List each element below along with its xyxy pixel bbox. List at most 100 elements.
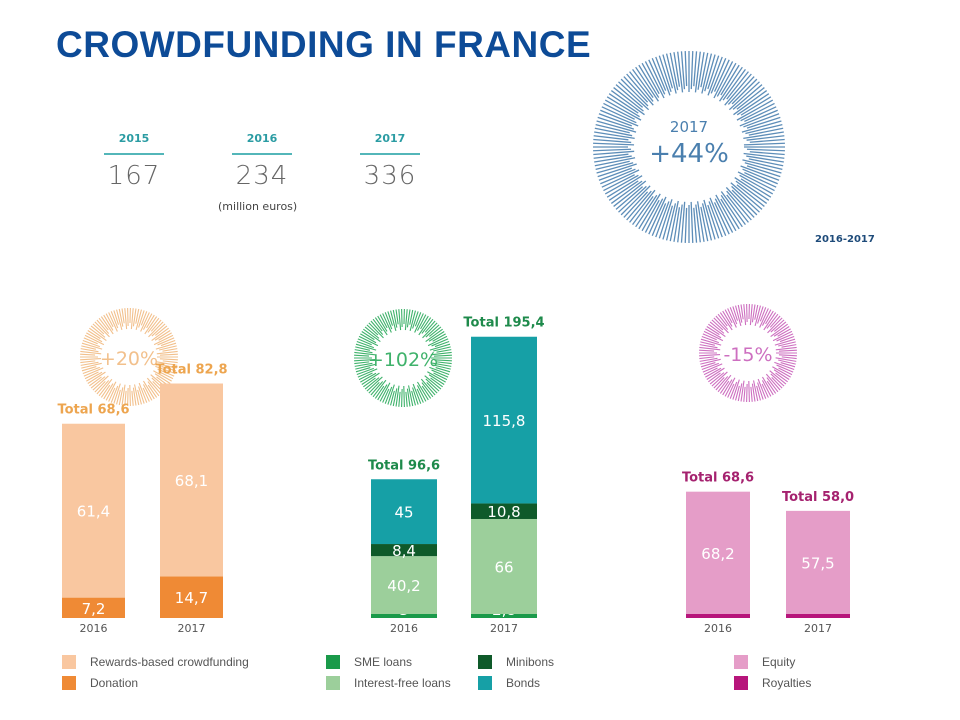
- burst-ray: [594, 157, 636, 167]
- burst-ray: [705, 328, 722, 339]
- chart-1: +20% 7,2 61,4 Total 68,6 2016 14,7 68,1 Total 8…: [57, 308, 228, 635]
- burst-ray: [433, 346, 451, 352]
- burst-ray: [736, 184, 765, 207]
- data-label: 57,5: [801, 554, 834, 572]
- total-label: Total 58,0: [782, 490, 854, 505]
- burst-ray: [626, 73, 654, 106]
- burst-ray: [398, 391, 401, 407]
- burst-ray: [736, 87, 765, 110]
- burst-ray: [742, 159, 783, 171]
- burst-ray: [729, 381, 738, 399]
- burst-ray: [382, 313, 392, 333]
- burst-ray: [356, 341, 374, 349]
- burst-ray: [740, 96, 772, 116]
- burst-ray: [726, 194, 749, 223]
- burst-ray: [761, 383, 769, 398]
- burst-ray: [431, 338, 449, 347]
- burst-ray: [103, 314, 114, 331]
- burst-ray: [735, 180, 768, 204]
- burst-ray: [596, 120, 637, 133]
- burst-ray: [157, 337, 175, 346]
- burst-ray: [84, 334, 105, 346]
- burst-ray: [395, 385, 400, 407]
- burst-ray: [775, 357, 797, 362]
- burst-ray: [387, 384, 395, 405]
- burst-ray: [606, 175, 643, 198]
- burst-ray: [596, 162, 634, 174]
- burst-ray: [701, 203, 713, 241]
- burst-ray: [354, 361, 370, 365]
- burst-ray: [83, 367, 104, 377]
- burst-ray: [436, 361, 452, 365]
- burst-ray: [595, 160, 630, 171]
- burst-ray: [751, 383, 756, 402]
- burst-ray: [98, 378, 113, 397]
- burst-ray: [436, 349, 452, 353]
- burst-ray: [405, 391, 408, 407]
- burst-ray: [142, 384, 153, 401]
- burst-ray: [707, 204, 720, 239]
- burst-ray: [86, 371, 103, 382]
- burst-ray: [765, 373, 781, 391]
- year-value: 234: [235, 161, 289, 191]
- legend-label: Royalties: [762, 676, 812, 690]
- burst-ray: [711, 319, 724, 331]
- burst-ray: [695, 204, 701, 243]
- legend-item: SME loans: [326, 655, 412, 669]
- burst-ray: [699, 344, 718, 349]
- data-label: 7,2: [82, 600, 106, 618]
- burst-ray: [110, 385, 119, 403]
- burst-ray: [731, 189, 758, 216]
- burst-ray: [80, 358, 102, 361]
- burst-ray: [430, 377, 443, 388]
- burst-ray: [424, 375, 442, 390]
- burst-ray: [130, 308, 134, 330]
- burst-ray: [358, 335, 379, 347]
- burst-ray: [708, 323, 726, 337]
- burst-ray: [769, 370, 787, 385]
- burst-ray: [715, 376, 729, 391]
- x-tick-label: 2017: [804, 622, 832, 635]
- burst-ray: [727, 308, 737, 328]
- page-title: CROWDFUNDING IN FRANCE: [56, 24, 592, 65]
- burst-ray: [162, 348, 178, 352]
- burst-ray: [387, 311, 394, 326]
- burst-ray: [620, 78, 649, 107]
- burst-ray: [761, 376, 774, 396]
- burst-ray: [148, 321, 164, 338]
- burst-ray: [83, 337, 98, 345]
- burst-ray: [690, 201, 694, 243]
- burst-ray: [156, 361, 178, 366]
- burst-ray: [593, 138, 632, 144]
- burst-ray: [716, 62, 737, 97]
- burst-ray: [161, 366, 177, 372]
- burst-ray: [781, 344, 797, 348]
- data-label: 8,4: [392, 542, 416, 560]
- burst-ray: [601, 106, 637, 124]
- burst-ray: [84, 371, 99, 380]
- burst-ray: [428, 326, 442, 337]
- legend-swatch: [62, 655, 76, 669]
- burst-ray: [159, 371, 174, 380]
- burst-ray: [641, 199, 660, 232]
- burst-ray: [731, 185, 760, 213]
- burst-ray: [594, 127, 633, 137]
- burst-ray: [702, 363, 723, 373]
- burst-ray: [429, 343, 451, 351]
- burst-ray: [635, 194, 658, 228]
- burst-ray: [124, 308, 128, 330]
- burst-ray: [100, 316, 114, 335]
- burst-ray: [735, 305, 742, 327]
- data-label: 45: [394, 504, 413, 522]
- burst-ray: [740, 304, 744, 320]
- burst-ray: [418, 317, 432, 336]
- burst-ray: [763, 312, 777, 331]
- burst-ray: [81, 362, 102, 369]
- burst-ray: [774, 338, 796, 346]
- burst-ray: [379, 314, 388, 329]
- burst-ray: [709, 321, 725, 334]
- burst-ray: [700, 206, 709, 242]
- burst-ray: [727, 76, 755, 105]
- burst-ray: [404, 309, 408, 331]
